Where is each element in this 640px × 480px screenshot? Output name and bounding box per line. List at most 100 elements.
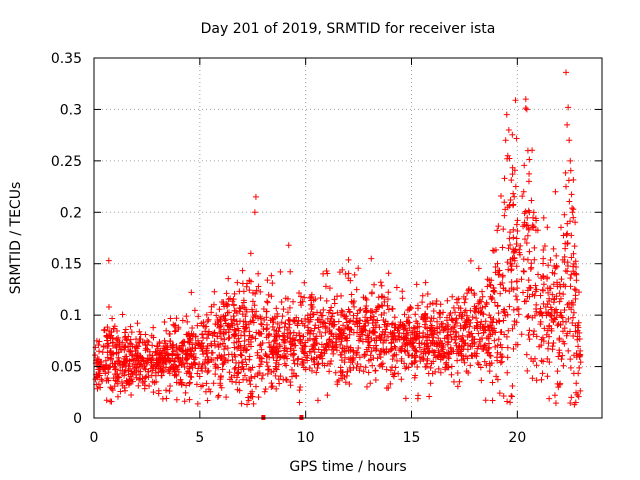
data-point [365, 334, 372, 341]
data-point [504, 398, 511, 405]
data-point [495, 336, 502, 343]
data-point [553, 252, 560, 259]
data-point [232, 307, 239, 314]
data-point [144, 368, 151, 375]
data-point [328, 304, 335, 311]
data-point [454, 383, 461, 390]
data-point [403, 363, 410, 370]
data-point [289, 352, 296, 359]
data-point [217, 374, 224, 381]
data-point [436, 314, 443, 321]
data-point [188, 289, 195, 296]
data-point [238, 400, 245, 407]
data-point [511, 254, 518, 261]
data-point [460, 353, 467, 360]
data-point [136, 363, 143, 370]
data-point [493, 373, 500, 380]
data-point [335, 318, 342, 325]
data-point [346, 381, 353, 388]
data-point [144, 355, 151, 362]
data-point [513, 135, 520, 142]
data-point [115, 354, 122, 361]
data-point [558, 356, 565, 363]
data-point [469, 314, 476, 321]
data-point [163, 327, 170, 334]
data-point [166, 370, 173, 377]
data-point [401, 323, 408, 330]
data-point [568, 232, 575, 239]
data-point [437, 369, 444, 376]
data-point [234, 369, 241, 376]
data-point [187, 373, 194, 380]
data-point [468, 337, 475, 344]
data-point [357, 317, 364, 324]
data-point [290, 370, 297, 377]
data-point [322, 323, 329, 330]
data-point [406, 306, 413, 313]
data-point [253, 308, 260, 315]
data-point [487, 282, 494, 289]
data-point [208, 349, 215, 356]
data-point [556, 298, 563, 305]
data-point [497, 359, 504, 366]
data-point [308, 367, 315, 374]
data-point [560, 291, 567, 298]
data-point [483, 362, 490, 369]
data-point [405, 319, 412, 326]
data-point [247, 390, 254, 397]
data-point [499, 272, 506, 279]
data-point [427, 380, 434, 387]
data-point [176, 358, 183, 365]
data-point [121, 368, 128, 375]
data-point [347, 277, 354, 284]
data-point [203, 380, 210, 387]
data-point [370, 344, 377, 351]
data-point [203, 311, 210, 318]
data-point [294, 356, 301, 363]
data-point [355, 344, 362, 351]
data-point [508, 278, 515, 285]
data-point [329, 310, 336, 317]
data-point [157, 365, 164, 372]
data-point [499, 244, 506, 251]
data-point [368, 348, 375, 355]
data-point [271, 314, 278, 321]
data-point [384, 296, 391, 303]
data-point [533, 217, 540, 224]
data-point [184, 360, 191, 367]
data-point [216, 306, 223, 313]
data-point [256, 330, 263, 337]
data-point [136, 371, 143, 378]
data-point [391, 343, 398, 350]
data-point [368, 290, 375, 297]
data-point [392, 344, 399, 351]
data-point [540, 247, 547, 254]
data-point [117, 346, 124, 353]
data-point [238, 347, 245, 354]
data-point [266, 331, 273, 338]
data-point [191, 307, 198, 314]
data-point [243, 308, 250, 315]
data-point [497, 351, 504, 358]
data-point [568, 271, 575, 278]
data-point [212, 342, 219, 349]
data-point [335, 326, 342, 333]
data-point [241, 372, 248, 379]
data-point [184, 318, 191, 325]
data-point [452, 309, 459, 316]
data-point [199, 382, 206, 389]
data-point [329, 343, 336, 350]
data-point [239, 363, 246, 370]
data-point [576, 329, 583, 336]
data-point [373, 322, 380, 329]
data-point [460, 325, 467, 332]
data-point [305, 316, 312, 323]
data-point [538, 275, 545, 282]
data-point [330, 350, 337, 357]
data-point [155, 369, 162, 376]
data-point [402, 395, 409, 402]
data-point [148, 372, 155, 379]
data-point [136, 328, 143, 335]
data-point [235, 370, 242, 377]
data-point [384, 302, 391, 309]
